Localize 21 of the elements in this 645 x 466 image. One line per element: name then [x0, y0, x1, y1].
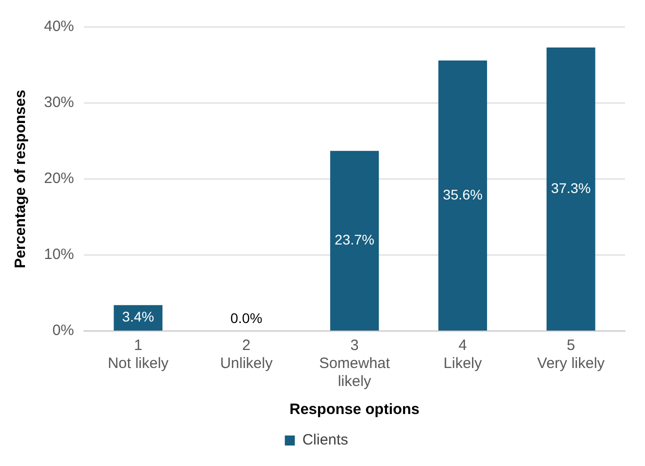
data-label: 37.3% — [551, 180, 591, 196]
x-tick-label: 2 Unlikely — [220, 337, 274, 372]
data-label: 35.6% — [442, 186, 483, 202]
y-axis-title: Percentage of responses — [12, 90, 30, 268]
x-tick-label: 1 Not likely — [108, 337, 170, 372]
data-label: 23.7% — [334, 232, 374, 248]
y-tick-label: 10% — [44, 246, 74, 264]
y-tick-label: 0% — [52, 322, 74, 340]
y-tick-label: 30% — [44, 94, 74, 112]
y-tick-label: 20% — [44, 170, 74, 188]
data-label: 0.0% — [230, 310, 262, 326]
legend-label: Clients — [302, 432, 348, 449]
x-tick-label: 5 Very likely — [537, 337, 606, 372]
x-tick-label: 3 Somewhat likely — [319, 337, 391, 390]
bar — [438, 60, 488, 330]
x-tick-label: 4 Likely — [444, 337, 482, 372]
bar — [546, 48, 596, 330]
bar — [330, 150, 379, 330]
y-tick-label: 40% — [44, 18, 74, 36]
data-label: 3.4% — [122, 308, 154, 325]
x-axis-title: Response options — [290, 401, 420, 418]
